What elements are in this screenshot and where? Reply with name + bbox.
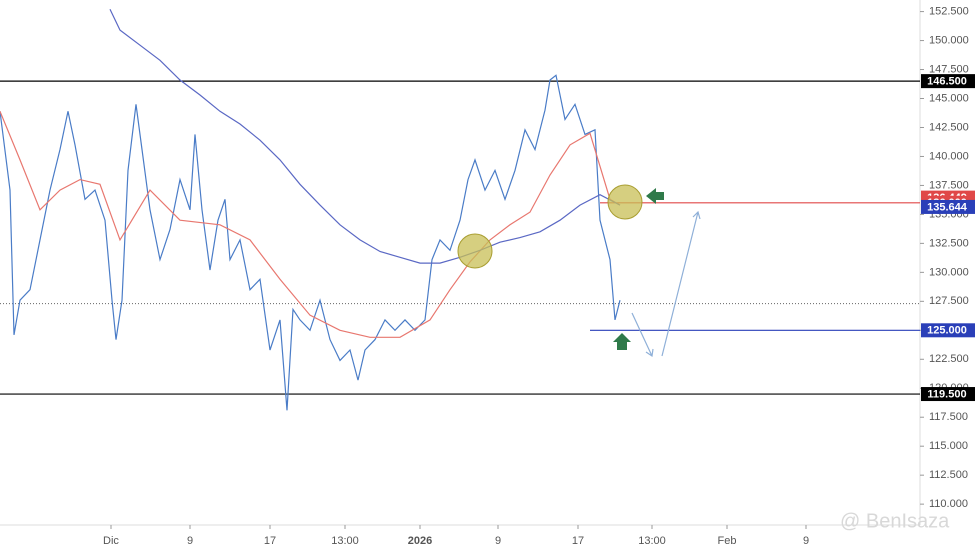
x-tick-label: Dic — [103, 535, 119, 547]
y-tick-label: 122.500 — [929, 353, 969, 365]
price-label: 119.500 — [927, 388, 966, 400]
projection-arrow — [661, 210, 701, 357]
x-tick-label: 17 — [572, 535, 584, 547]
x-tick-label: 17 — [264, 535, 276, 547]
y-tick-label: 115.000 — [929, 440, 968, 452]
y-tick-label: 112.500 — [929, 469, 968, 481]
price-line — [0, 111, 621, 338]
y-tick-label: 110.000 — [929, 498, 968, 510]
price-line — [109, 9, 621, 264]
y-tick-label: 127.500 — [929, 295, 969, 307]
green-arrow — [613, 333, 631, 350]
y-tick-label: 145.000 — [929, 92, 969, 104]
highlight-circle — [457, 233, 493, 269]
price-label-box — [921, 74, 975, 89]
price-label: 146.500 — [927, 76, 967, 88]
x-tick-label: 13:00 — [638, 535, 666, 547]
y-tick-label: 130.000 — [929, 266, 969, 278]
price-label-box — [921, 323, 975, 338]
highlight-circle — [607, 184, 643, 220]
x-tick-label: 13:00 — [331, 535, 359, 547]
projection-arrow — [631, 312, 654, 358]
price-label: 125.000 — [927, 325, 967, 337]
price-label-box — [921, 387, 975, 402]
y-tick-label: 117.500 — [929, 411, 968, 423]
x-tick-label: 9 — [803, 535, 809, 547]
x-tick-label: Feb — [718, 535, 737, 547]
x-tick-label: 9 — [495, 535, 501, 547]
y-tick-label: 152.500 — [929, 5, 969, 17]
y-tick-label: 147.500 — [929, 63, 969, 75]
watermark: @ BenIsaza — [840, 510, 950, 532]
x-tick-label: 9 — [187, 535, 193, 547]
x-tick-label: 2026 — [408, 535, 432, 547]
price-label: 135.644 — [927, 201, 968, 213]
y-tick-label: 142.500 — [929, 121, 969, 133]
green-arrow — [646, 188, 664, 204]
y-tick-label: 150.000 — [929, 34, 969, 46]
y-tick-label: 137.500 — [929, 179, 969, 191]
price-line — [0, 74, 621, 411]
price-label-box — [921, 199, 975, 214]
y-tick-label: 132.500 — [929, 237, 969, 249]
y-tick-label: 140.000 — [929, 150, 969, 162]
